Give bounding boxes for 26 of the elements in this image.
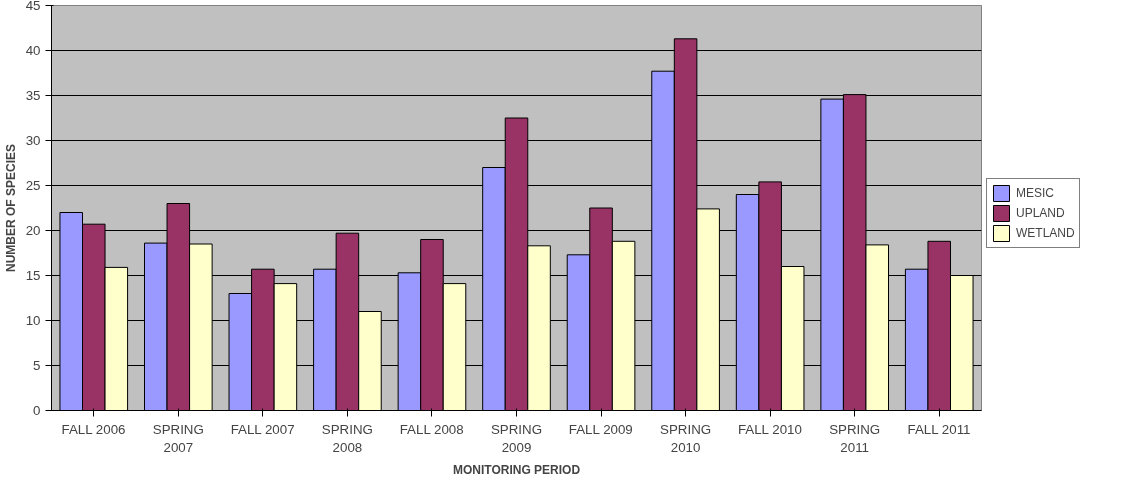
legend-label: UPLAND (1016, 206, 1065, 220)
y-tick-label: 40 (25, 43, 41, 58)
y-tick-label: 30 (25, 133, 41, 148)
x-tick-label: FALL 2010 (737, 421, 802, 437)
x-tick-label: SPRING 2010 (660, 421, 712, 455)
x-tick-label: FALL 2008 (399, 421, 464, 437)
y-tick-label: 5 (33, 358, 41, 373)
x-tick-label: SPRING 2007 (152, 421, 204, 455)
x-tick-label: SPRING 2011 (829, 421, 881, 455)
y-tick-label: 20 (25, 223, 41, 238)
y-tick-label: 0 (33, 403, 41, 418)
legend-label: MESIC (1016, 186, 1055, 200)
y-tick-label: 10 (25, 313, 41, 328)
y-tick-label: 45 (25, 0, 41, 13)
x-axis-title: MONITORING PERIOD (452, 462, 581, 477)
y-tick-label: 15 (25, 268, 41, 283)
x-tick-label: FALL 2006 (61, 421, 126, 437)
legend-label: WETLAND (1016, 226, 1075, 240)
x-tick-label: SPRING 2008 (321, 421, 373, 455)
x-tick-label: FALL 2007 (230, 421, 295, 437)
x-tick-label: FALL 2009 (568, 421, 633, 437)
y-tick-label: 35 (25, 88, 41, 103)
x-tick-label: SPRING 2009 (490, 421, 543, 455)
y-axis-title: NUMBER OF SPECIES (3, 143, 18, 273)
x-tick-label: FALL 2011 (907, 421, 971, 437)
y-tick-label: 25 (25, 178, 41, 193)
